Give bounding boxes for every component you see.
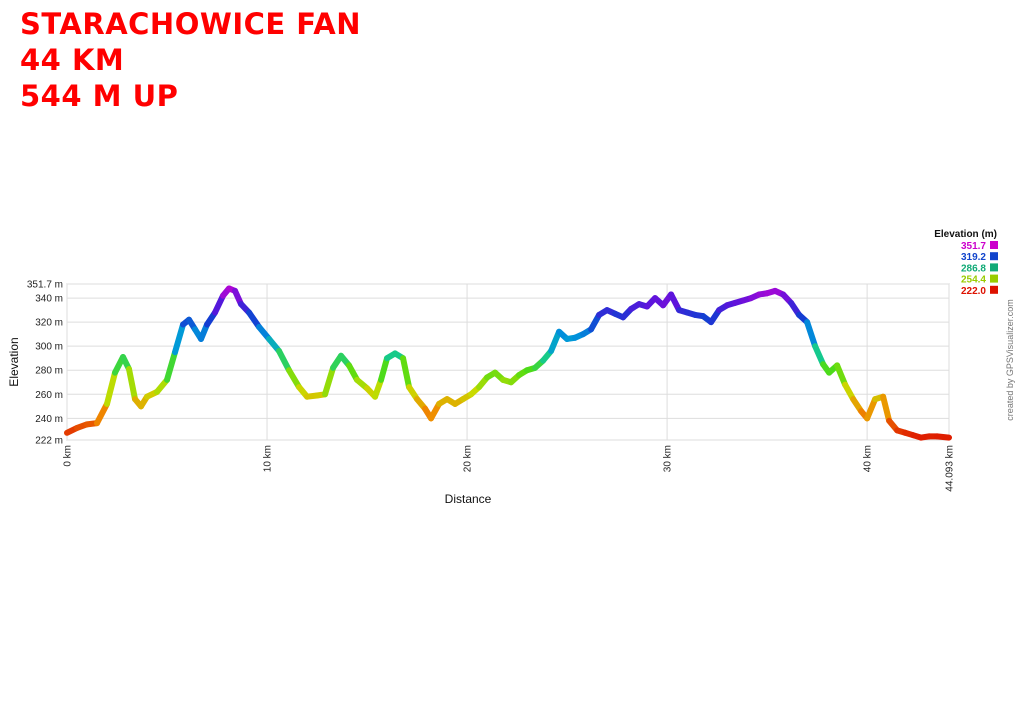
route-name: STARACHOWICE FAN [20, 7, 362, 41]
y-tick-label: 340 m [35, 294, 63, 305]
y-tick-label: 351.7 m [27, 280, 63, 291]
elevation-segment [548, 328, 563, 354]
legend-value: 254.4 [961, 275, 986, 286]
elevation-segment [212, 292, 227, 316]
elevation-segment [126, 366, 139, 403]
elevation-segment [172, 321, 187, 356]
elevation-segment [880, 393, 893, 424]
route-ascent: 544 M UP [20, 79, 179, 113]
plot-area [66, 283, 950, 441]
x-axis-title: Distance [445, 492, 492, 506]
x-tick-label: 44.093 km [945, 445, 956, 492]
title-block: STARACHOWICE FAN 44 KM 544 M UP [20, 6, 361, 114]
y-tick-label: 260 m [35, 390, 63, 401]
y-tick-label: 240 m [35, 414, 63, 425]
elevation-segment [94, 400, 111, 427]
x-tick-label: 40 km [863, 445, 874, 472]
legend-swatch [990, 285, 998, 294]
elevation-segment [400, 355, 413, 391]
elevation-segment [322, 364, 337, 398]
elevation-segment [834, 362, 849, 388]
legend-swatch [990, 252, 998, 261]
elevation-segment [286, 367, 303, 391]
x-tick-label: 20 km [463, 445, 474, 472]
x-tick-label: 0 km [63, 445, 74, 467]
legend-swatch [990, 263, 998, 272]
y-tick-label: 280 m [35, 366, 63, 377]
elevation-segment [378, 355, 391, 383]
elevation-segment [804, 319, 819, 350]
legend-title: Elevation (m) [934, 229, 997, 240]
y-tick-label: 320 m [35, 318, 63, 329]
legend-value: 351.7 [961, 241, 986, 252]
credit-text: created by GPSVisualizer.com [1005, 299, 1015, 420]
legend-value: 286.8 [961, 263, 986, 274]
elevation-segment [812, 343, 827, 368]
y-tick-label: 300 m [35, 342, 63, 353]
y-axis-title: Elevation [7, 337, 21, 386]
legend-value: 319.2 [961, 252, 986, 263]
legend-swatch [990, 274, 998, 283]
legend-value: 222.0 [961, 286, 986, 297]
elevation-segment [276, 347, 293, 374]
x-tick-label: 10 km [263, 445, 274, 472]
elevation-segment [164, 349, 179, 383]
y-tick-label: 222 m [35, 436, 63, 447]
route-distance: 44 KM [20, 43, 125, 77]
elevation-segment [864, 396, 879, 422]
legend-swatch [990, 241, 998, 249]
elevation-segment [934, 433, 952, 441]
elevation-segment [104, 369, 119, 407]
x-tick-label: 30 km [663, 445, 674, 472]
